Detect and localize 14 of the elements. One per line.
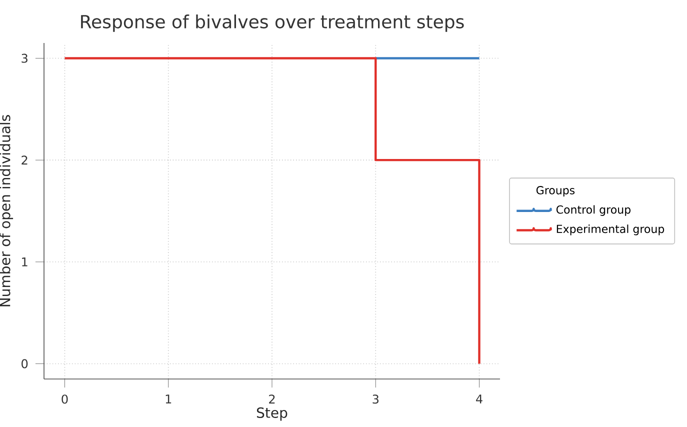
x-tick-label: 3	[372, 394, 378, 404]
chart-title: Response of bivalves over treatment steps	[81, 14, 464, 32]
legend-label: Experimental group	[556, 224, 664, 236]
x-tick-label: 4	[476, 394, 482, 404]
legend-title: Groups	[536, 186, 575, 197]
y-tick-label: 1	[22, 258, 28, 266]
y-tick-label: 3	[22, 54, 28, 63]
legend-label: Control group	[556, 205, 630, 216]
y-tick-label: 2	[22, 156, 28, 165]
x-tick-label: 0	[62, 394, 68, 404]
x-tick-label: 2	[269, 394, 275, 404]
y-tick-label: 0	[22, 359, 28, 368]
x-axis-title: Step	[256, 407, 288, 421]
x-tick-label: 1	[166, 394, 172, 404]
